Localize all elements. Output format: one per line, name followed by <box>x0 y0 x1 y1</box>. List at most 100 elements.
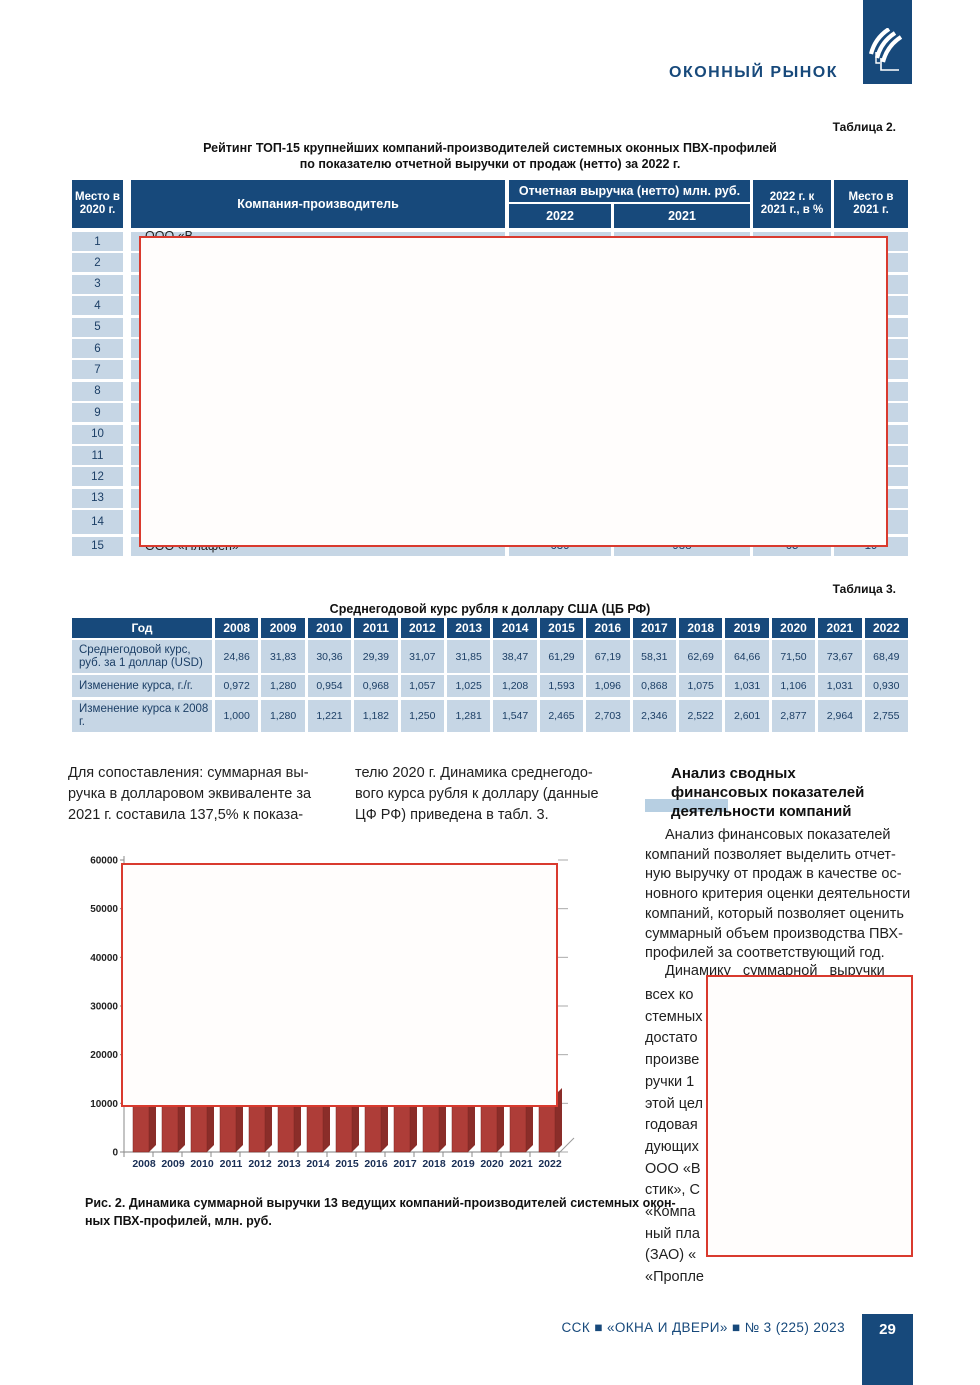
col3-clipped-line: годовая <box>645 1117 698 1134</box>
page-number: 29 <box>879 1321 896 1338</box>
table2-header-2022: 2022 <box>509 204 611 228</box>
col1-line: 2021 г. составила 137,5% к показа- <box>68 807 304 823</box>
col3-clipped-line: «Компа <box>645 1204 696 1220</box>
table3-value: 38,47 <box>493 640 537 673</box>
table3-header-year: Год <box>72 618 212 638</box>
svg-text:20000: 20000 <box>90 1050 118 1061</box>
col3-heading-line: финансовых показателей <box>671 784 865 801</box>
col3-heading-line: Анализ сводных <box>671 765 796 782</box>
col1-line: Для сопоставления: суммарная вы- <box>68 765 309 781</box>
col3-clipped-line: стемных <box>645 1008 703 1025</box>
table3-value: 1,250 <box>400 700 444 732</box>
table3-header-2021: 2021 <box>818 618 862 638</box>
table3-value: 29,39 <box>354 640 398 673</box>
table3-value: 31,07 <box>400 640 444 673</box>
svg-text:10000: 10000 <box>90 1099 118 1110</box>
table3-value: 1,025 <box>447 675 491 697</box>
table2-place-cell: 3 <box>72 274 123 294</box>
table2-title-line1: Рейтинг ТОП-15 крупнейших компаний-произ… <box>203 141 777 155</box>
table3-value: 2,346 <box>632 700 676 732</box>
table2-place-cell: 9 <box>72 403 123 423</box>
table3-value: 1,182 <box>354 700 398 732</box>
table2-header-place2021: Место в 2021 г. <box>834 180 908 228</box>
table3-value: 2,522 <box>679 700 723 732</box>
table3-value: 2,601 <box>725 700 769 732</box>
table3-value: 1,106 <box>771 675 816 697</box>
table3-header-2020: 2020 <box>771 618 816 638</box>
svg-text:2011: 2011 <box>220 1158 243 1170</box>
svg-text:2008: 2008 <box>132 1158 156 1170</box>
table2-place-cell: 4 <box>72 296 123 316</box>
table3-header-2017: 2017 <box>632 618 676 638</box>
col3-paragraph-line: ную выручку от продаж в качестве ос- <box>645 866 902 883</box>
feather-logo-icon <box>869 28 903 71</box>
col3-paragraph-line: Анализ финансовых показателей <box>665 827 891 843</box>
col3-paragraph-line: профилей за соответствующий год. <box>645 945 885 962</box>
table3-value: 0,930 <box>864 675 908 697</box>
col3-clipped-line: всех ко <box>645 987 694 1003</box>
table2-place-cell: 11 <box>72 446 123 465</box>
table3-value: 58,31 <box>632 640 676 673</box>
svg-text:60000: 60000 <box>90 856 118 867</box>
svg-text:2021: 2021 <box>509 1158 533 1170</box>
table3-header-2016: 2016 <box>586 618 630 638</box>
table3-row-label: Среднегодовой курс, руб. за 1 доллар (US… <box>72 640 212 673</box>
table3-value: 1,221 <box>307 700 352 732</box>
table3-value: 1,096 <box>586 675 630 697</box>
table3-value: 1,208 <box>493 675 537 697</box>
svg-text:2019: 2019 <box>451 1158 475 1170</box>
table2-header-place2020: Место в 2020 г. <box>72 180 123 228</box>
table3-value: 24,86 <box>215 640 259 673</box>
heading-highlight-bar <box>645 799 728 812</box>
svg-text:2015: 2015 <box>335 1158 359 1170</box>
table3-header-2010: 2010 <box>307 618 352 638</box>
table2-header-2021: 2021 <box>614 204 750 228</box>
table3-row-label: Изменение курса к 2008 г. <box>72 700 212 732</box>
table3-value: 0,972 <box>215 675 259 697</box>
table3-header-2018: 2018 <box>679 618 723 638</box>
table3-value: 1,280 <box>261 675 305 697</box>
col3-paragraph-line: новного критерия оценки деятельности <box>645 886 911 903</box>
table3-title: Среднегодовой курс рубля к доллару США (… <box>329 602 651 616</box>
svg-text:0: 0 <box>112 1148 118 1159</box>
col2-line: ЦФ РФ) приведена в табл. 3. <box>355 807 549 823</box>
redaction-overlay-table2 <box>139 236 888 547</box>
svg-text:2012: 2012 <box>248 1158 272 1170</box>
figure-caption-line2: ных ПВХ-профилей, млн. руб. <box>85 1214 272 1228</box>
col2-line: телю 2020 г. Динамика среднегодо- <box>355 765 593 781</box>
col3-clipped-line: достато <box>645 1030 698 1047</box>
table3-value: 1,031 <box>818 675 862 697</box>
table3-value: 1,547 <box>493 700 537 732</box>
col1-line: ручка в долларовом эквиваленте за <box>68 786 312 802</box>
table2-title-line2: по показателю отчетной выручки от продаж… <box>299 157 681 171</box>
table3-header-2019: 2019 <box>725 618 769 638</box>
svg-text:2013: 2013 <box>277 1158 301 1170</box>
col3-clipped-line: этой цел <box>645 1095 703 1112</box>
table3-header-2013: 2013 <box>447 618 491 638</box>
table2-label: Таблица 2. <box>832 120 896 134</box>
col3-clipped-line: произве <box>645 1052 700 1069</box>
table2-place-cell: 14 <box>72 510 123 535</box>
table2-header-revenue-group: Отчетная выручка (нетто) млн. руб. <box>509 180 750 202</box>
table2-place-cell: 13 <box>72 488 123 508</box>
table2-place-cell: 8 <box>72 381 123 401</box>
col3-clipped-line: (ЗАО) « <box>645 1247 697 1264</box>
table3-value: 0,868 <box>632 675 676 697</box>
table3-header-2022: 2022 <box>864 618 908 638</box>
table2-header-ratio: 2022 г. к 2021 г., в % <box>753 180 831 228</box>
table3-value: 31,85 <box>447 640 491 673</box>
svg-text:40000: 40000 <box>90 953 118 964</box>
col3-heading-line: деятельности компаний <box>671 803 852 820</box>
table3-value: 2,964 <box>818 700 862 732</box>
col3-clipped-line: «Пропле <box>645 1269 704 1286</box>
svg-text:2009: 2009 <box>161 1158 185 1170</box>
table3-value: 61,29 <box>539 640 584 673</box>
svg-text:50000: 50000 <box>90 904 118 915</box>
svg-text:2010: 2010 <box>190 1158 214 1170</box>
table3-value: 0,954 <box>307 675 352 697</box>
table2-place-cell: 10 <box>72 424 123 444</box>
col3-clipped-line: ный пла <box>645 1225 700 1242</box>
table3-header-2008: 2008 <box>215 618 259 638</box>
svg-text:2016: 2016 <box>364 1158 388 1170</box>
